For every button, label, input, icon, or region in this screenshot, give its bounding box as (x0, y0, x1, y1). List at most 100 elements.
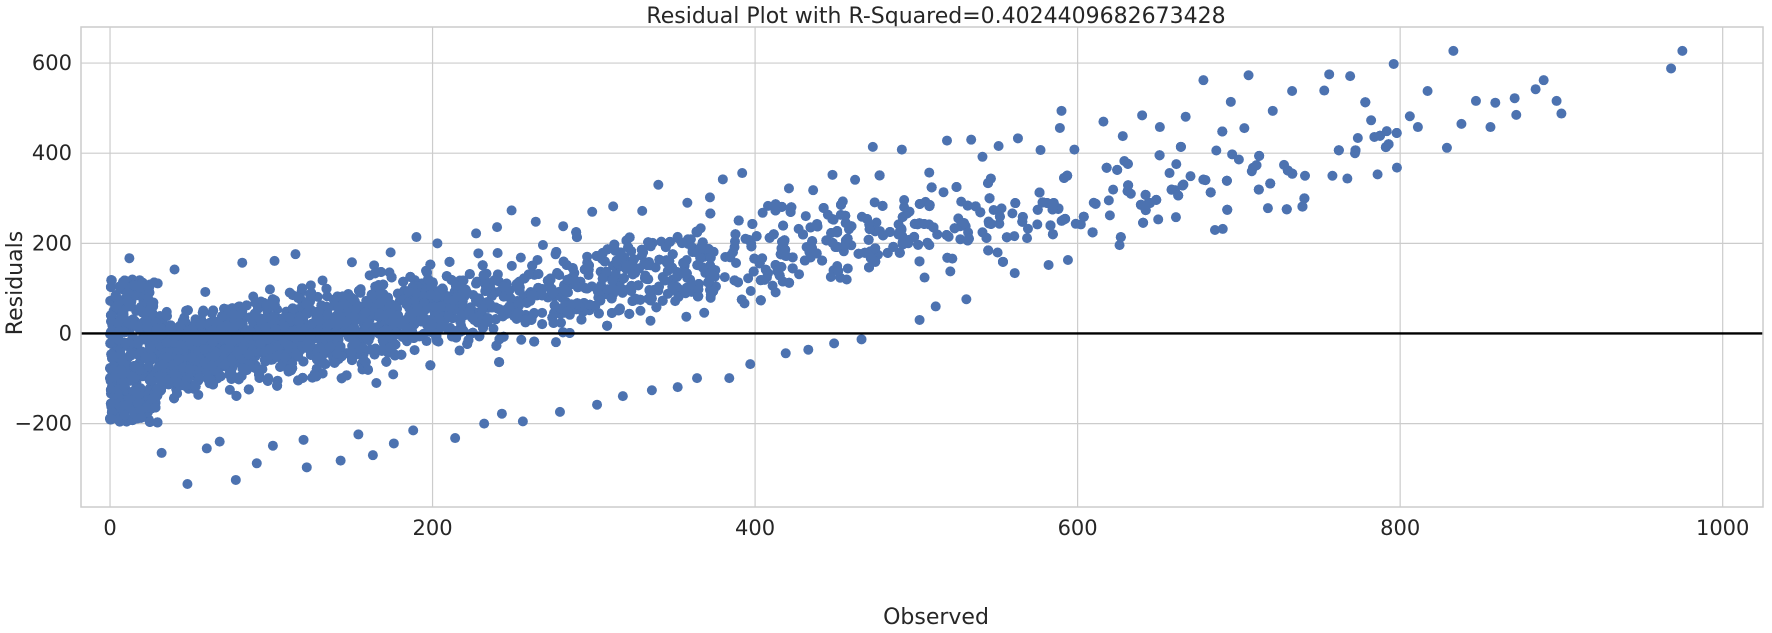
data-point (272, 380, 283, 391)
data-point (1530, 84, 1541, 95)
data-point (517, 416, 528, 427)
data-point (1056, 105, 1067, 116)
data-point (367, 450, 378, 461)
data-point (1251, 160, 1262, 171)
data-point (897, 239, 908, 250)
data-point (405, 271, 416, 282)
data-point (587, 206, 598, 217)
data-point (1115, 232, 1126, 243)
data-point (194, 372, 205, 383)
data-point (1069, 144, 1080, 155)
data-point (411, 232, 422, 243)
data-point (1112, 164, 1123, 175)
data-point (346, 257, 357, 268)
data-point (865, 253, 876, 264)
data-point (945, 266, 956, 277)
data-point (800, 211, 811, 222)
data-point (458, 275, 469, 286)
data-point (1470, 95, 1481, 106)
data-point (724, 373, 735, 384)
data-point (746, 241, 757, 252)
data-point (996, 203, 1007, 214)
data-point (826, 228, 837, 239)
data-point (1070, 218, 1081, 229)
data-point (124, 253, 135, 264)
data-point (254, 372, 265, 383)
data-point (480, 286, 491, 297)
data-point (467, 312, 478, 323)
data-point (527, 260, 538, 271)
data-point (856, 334, 867, 345)
data-point (1153, 214, 1164, 225)
data-point (269, 255, 280, 266)
data-point (201, 443, 212, 454)
data-point (825, 271, 836, 282)
data-point (251, 458, 262, 469)
data-point (409, 345, 420, 356)
data-point (1180, 111, 1191, 122)
data-point (217, 311, 228, 322)
data-point (106, 349, 117, 360)
data-point (833, 265, 844, 276)
data-point (608, 201, 619, 212)
data-point (1267, 105, 1278, 116)
data-point (626, 285, 637, 296)
data-point (1032, 204, 1043, 215)
data-point (941, 230, 952, 241)
data-point (558, 221, 569, 232)
data-point (1441, 142, 1452, 153)
data-point (611, 255, 622, 266)
data-point (719, 272, 730, 283)
data-point (293, 292, 304, 303)
data-point (156, 447, 167, 458)
data-point (1009, 231, 1020, 242)
data-point (473, 248, 484, 259)
data-point (455, 316, 466, 327)
data-point (691, 226, 702, 237)
data-point (1412, 122, 1423, 133)
data-point (152, 417, 163, 428)
data-point (780, 348, 791, 359)
data-point (488, 323, 499, 334)
data-point (919, 272, 930, 283)
data-point (1391, 128, 1402, 139)
data-point (817, 255, 828, 266)
data-point (425, 259, 436, 270)
data-point (552, 268, 563, 279)
data-point (143, 361, 154, 372)
data-point (1254, 150, 1265, 161)
data-point (464, 269, 475, 280)
data-point (1034, 187, 1045, 198)
data-point (376, 345, 387, 356)
data-point (1666, 63, 1677, 74)
data-point (477, 303, 488, 314)
data-point (657, 295, 668, 306)
data-point (1333, 145, 1344, 156)
data-point (1164, 168, 1175, 179)
data-point (369, 260, 380, 271)
data-point (347, 355, 358, 366)
data-point (736, 294, 747, 305)
data-point (1677, 45, 1688, 56)
data-point (305, 280, 316, 291)
data-point (425, 289, 436, 300)
data-point (651, 302, 662, 313)
data-point (660, 242, 671, 253)
data-point (224, 384, 235, 395)
data-point (783, 183, 794, 194)
data-point (592, 399, 603, 410)
data-point (494, 357, 505, 368)
data-point (1375, 130, 1385, 141)
data-point (670, 296, 681, 307)
data-point (705, 208, 716, 219)
data-point (653, 281, 664, 292)
data-point (770, 287, 781, 298)
data-points (105, 45, 1688, 490)
data-point (863, 234, 874, 245)
data-point (301, 299, 312, 310)
data-point (562, 274, 573, 285)
data-point (506, 260, 517, 271)
data-point (1045, 220, 1056, 231)
data-point (811, 248, 822, 259)
data-point (1485, 122, 1496, 133)
